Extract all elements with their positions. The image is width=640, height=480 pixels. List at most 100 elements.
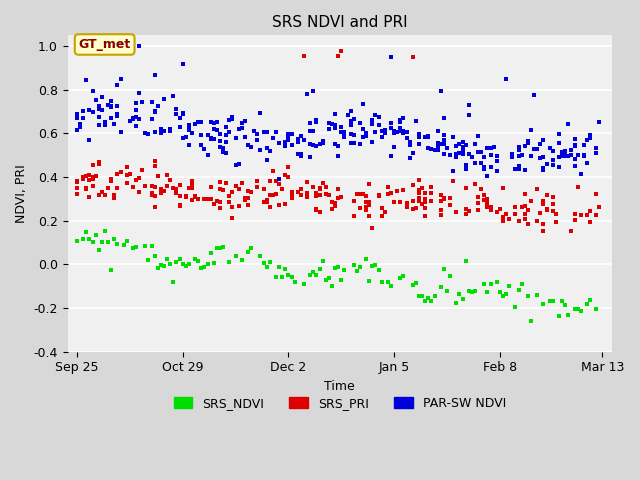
Point	[215, 244, 225, 252]
Point	[78, 173, 88, 180]
Point	[97, 106, 107, 114]
Point	[575, 211, 586, 219]
Point	[538, 153, 548, 160]
Point	[274, 139, 284, 147]
Point	[287, 188, 297, 196]
Point	[470, 159, 480, 167]
Point	[177, 110, 188, 118]
Point	[411, 118, 421, 125]
Point	[193, 119, 204, 126]
Point	[134, 188, 144, 196]
Point	[274, 263, 284, 270]
Point	[88, 182, 98, 190]
Point	[358, 101, 368, 108]
Point	[72, 237, 82, 245]
Point	[243, 141, 253, 148]
Point	[473, 199, 483, 207]
Point	[401, 134, 412, 142]
Point	[317, 179, 328, 187]
Point	[529, 145, 539, 153]
Point	[240, 133, 250, 141]
Point	[262, 263, 272, 271]
Point	[513, 144, 524, 151]
Point	[492, 208, 502, 216]
Point	[143, 131, 154, 138]
Point	[308, 141, 319, 148]
Point	[392, 128, 403, 136]
Point	[308, 268, 319, 276]
Point	[538, 200, 548, 208]
Point	[423, 294, 433, 302]
Point	[563, 152, 573, 159]
Point	[81, 185, 92, 192]
Point	[162, 171, 172, 179]
Point	[548, 156, 558, 163]
Point	[346, 121, 356, 129]
Point	[227, 115, 237, 123]
Point	[548, 193, 558, 201]
Point	[548, 147, 558, 155]
Point	[147, 98, 157, 106]
Point	[287, 274, 297, 281]
Point	[302, 90, 312, 98]
Point	[526, 197, 536, 205]
Point	[88, 162, 98, 169]
Point	[205, 195, 216, 203]
Point	[274, 201, 284, 209]
Point	[330, 199, 340, 206]
Point	[177, 109, 188, 117]
Point	[93, 105, 104, 113]
Point	[131, 99, 141, 107]
Point	[398, 127, 408, 134]
Point	[296, 153, 306, 160]
Point	[184, 121, 194, 129]
Point	[147, 190, 157, 197]
Point	[420, 212, 430, 220]
Point	[541, 160, 552, 168]
Point	[349, 116, 359, 123]
Point	[78, 236, 88, 243]
Point	[72, 126, 82, 133]
Point	[97, 188, 107, 196]
Point	[541, 205, 552, 213]
Point	[215, 137, 225, 145]
Point	[237, 120, 247, 127]
Point	[579, 152, 589, 159]
Point	[277, 185, 287, 192]
Point	[109, 120, 120, 128]
Point	[284, 163, 294, 171]
Point	[554, 312, 564, 320]
Point	[538, 220, 548, 228]
Point	[392, 187, 403, 195]
Point	[140, 129, 150, 136]
Text: GT_met: GT_met	[79, 38, 131, 51]
Point	[510, 165, 520, 173]
Point	[333, 263, 343, 271]
Point	[196, 141, 207, 148]
Point	[485, 280, 495, 288]
Point	[414, 176, 424, 184]
Point	[255, 252, 266, 260]
Point	[140, 242, 150, 250]
Point	[100, 192, 110, 199]
Point	[234, 203, 244, 210]
Point	[205, 183, 216, 191]
Point	[333, 194, 343, 202]
Point	[227, 214, 237, 222]
Point	[299, 136, 309, 144]
Point	[595, 204, 605, 211]
Point	[177, 260, 188, 267]
Point	[150, 157, 160, 165]
Point	[417, 292, 428, 300]
Point	[364, 180, 374, 188]
Point	[262, 144, 272, 152]
Point	[560, 147, 570, 155]
Point	[311, 271, 321, 279]
Point	[401, 129, 412, 136]
Point	[175, 202, 185, 209]
Point	[106, 266, 116, 274]
Point	[461, 166, 471, 173]
Point	[218, 148, 228, 156]
Point	[317, 138, 328, 145]
Point	[184, 261, 194, 268]
